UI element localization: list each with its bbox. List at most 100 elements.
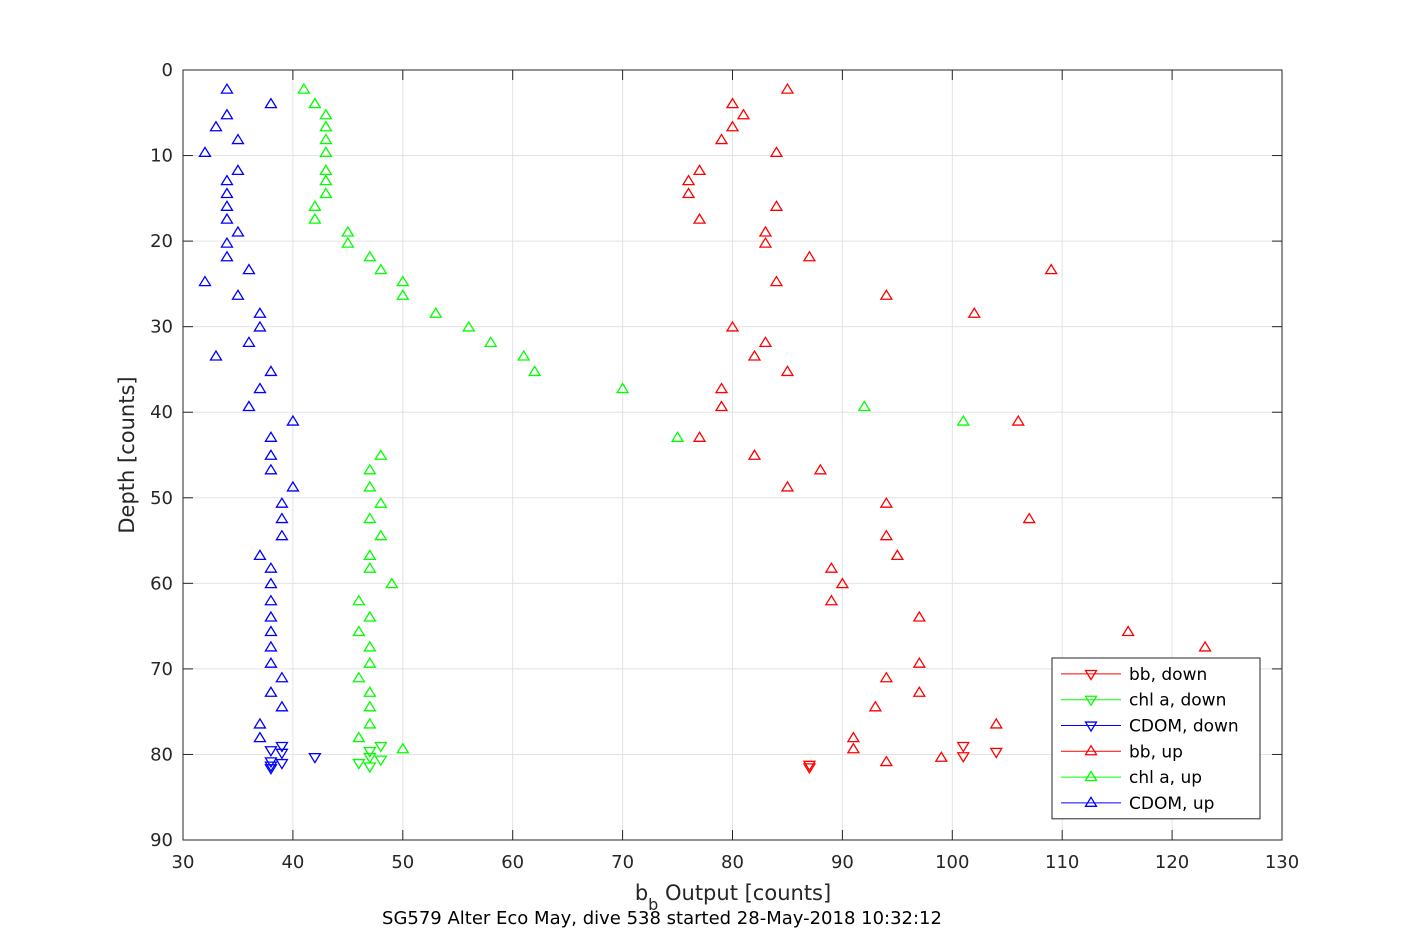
x-axis-label-base: b xyxy=(635,881,648,905)
x-tick-label: 30 xyxy=(172,852,195,873)
triangle-up-marker xyxy=(736,108,751,120)
triangle-down-marker xyxy=(363,752,377,764)
triangle-up-marker xyxy=(352,594,366,606)
triangle-up-marker xyxy=(264,463,278,475)
triangle-up-marker xyxy=(253,320,267,332)
triangle-up-marker xyxy=(308,200,322,211)
triangle-up-marker xyxy=(253,549,267,561)
y-tick-label: 90 xyxy=(150,830,173,851)
triangle-up-marker xyxy=(714,400,729,412)
triangle-up-marker xyxy=(835,577,850,589)
y-tick-label: 10 xyxy=(150,146,173,167)
triangle-up-marker xyxy=(264,594,278,606)
triangle-up-marker xyxy=(275,671,289,683)
triangle-up-marker xyxy=(264,640,278,652)
series-cdom-up xyxy=(198,82,300,743)
x-axis-label-rest: Output [counts] xyxy=(658,881,831,905)
triangle-up-marker xyxy=(319,108,333,120)
triangle-up-marker xyxy=(275,512,289,524)
triangle-up-marker xyxy=(352,625,366,637)
triangle-up-marker xyxy=(275,700,289,712)
triangle-up-marker xyxy=(725,320,740,332)
triangle-up-marker xyxy=(341,236,355,248)
triangle-up-marker xyxy=(319,174,333,186)
triangle-up-marker xyxy=(363,610,377,622)
triangle-down-marker xyxy=(352,758,366,770)
triangle-up-marker xyxy=(517,349,531,361)
triangle-up-marker xyxy=(220,174,234,186)
triangle-up-marker xyxy=(813,463,828,475)
y-axis-label: Depth [counts] xyxy=(115,376,139,533)
triangle-up-marker xyxy=(824,594,839,606)
triangle-up-marker xyxy=(374,263,388,275)
triangle-up-marker xyxy=(956,414,970,426)
triangle-up-marker xyxy=(374,449,388,460)
x-tick-label: 120 xyxy=(1155,852,1189,873)
triangle-up-marker xyxy=(484,336,498,347)
triangle-up-marker xyxy=(1044,263,1058,275)
triangle-up-marker xyxy=(253,717,267,729)
triangle-up-marker xyxy=(231,133,245,145)
series-chl-a-up xyxy=(297,82,970,754)
triangle-down-marker xyxy=(802,760,817,772)
triangle-up-marker xyxy=(747,449,762,460)
triangle-up-marker xyxy=(220,82,234,94)
triangle-up-marker xyxy=(264,365,278,377)
y-tick-label: 70 xyxy=(150,659,173,680)
legend-marker xyxy=(1084,770,1098,782)
triangle-up-marker xyxy=(264,686,278,697)
triangle-up-marker xyxy=(868,700,883,712)
triangle-up-marker xyxy=(528,365,542,377)
triangle-up-marker xyxy=(363,480,377,492)
triangle-up-marker xyxy=(319,146,333,158)
triangle-up-marker xyxy=(319,133,333,145)
triangle-up-marker xyxy=(220,250,234,262)
triangle-up-marker xyxy=(385,577,399,589)
triangle-up-marker xyxy=(363,512,377,524)
triangle-down-marker xyxy=(363,746,377,758)
triangle-up-marker xyxy=(429,307,443,318)
triangle-up-marker xyxy=(879,671,894,683)
triangle-down-marker xyxy=(956,752,970,763)
triangle-up-marker xyxy=(363,686,377,697)
y-tick-label: 50 xyxy=(150,488,173,509)
triangle-up-marker xyxy=(879,289,894,300)
triangle-up-marker xyxy=(220,212,234,224)
legend-marker xyxy=(1084,669,1098,681)
triangle-up-marker xyxy=(242,263,256,275)
triangle-up-marker xyxy=(264,577,278,589)
triangle-down-marker xyxy=(264,746,278,757)
triangle-up-marker xyxy=(220,200,234,211)
y-tick-label: 60 xyxy=(150,573,173,594)
triangle-up-marker xyxy=(286,414,300,426)
triangle-up-marker xyxy=(769,146,784,158)
triangle-up-marker xyxy=(714,382,729,394)
triangle-up-marker xyxy=(769,200,784,211)
triangle-up-marker xyxy=(846,731,861,743)
legend-entry-label: bb, down xyxy=(1129,665,1207,685)
legend: bb, down chl a, down CDOM, down bb, up chl a… xyxy=(1051,657,1261,820)
triangle-up-marker xyxy=(934,751,948,762)
triangle-down-marker xyxy=(363,762,377,774)
triangle-down-marker xyxy=(374,741,388,753)
triangle-up-marker xyxy=(769,275,784,287)
x-tick-label: 90 xyxy=(831,852,854,873)
y-tick-label: 80 xyxy=(150,744,173,765)
triangle-up-marker xyxy=(352,731,366,743)
triangle-up-marker xyxy=(308,212,322,224)
legend-entry-label: CDOM, down xyxy=(1129,717,1239,737)
triangle-down-marker xyxy=(802,763,817,775)
triangle-up-marker xyxy=(319,164,333,176)
triangle-up-marker xyxy=(670,431,685,442)
triangle-up-marker xyxy=(780,82,795,94)
triangle-up-marker xyxy=(857,400,872,412)
legend-marker xyxy=(1084,695,1098,707)
triangle-up-marker xyxy=(209,120,223,132)
triangle-up-marker xyxy=(319,120,333,132)
triangle-up-marker xyxy=(725,120,740,132)
triangle-up-marker xyxy=(253,307,267,318)
legend-box xyxy=(1051,657,1261,820)
series-bb-down xyxy=(802,741,1003,775)
triangle-up-marker xyxy=(692,431,707,442)
triangle-up-marker xyxy=(297,82,311,94)
